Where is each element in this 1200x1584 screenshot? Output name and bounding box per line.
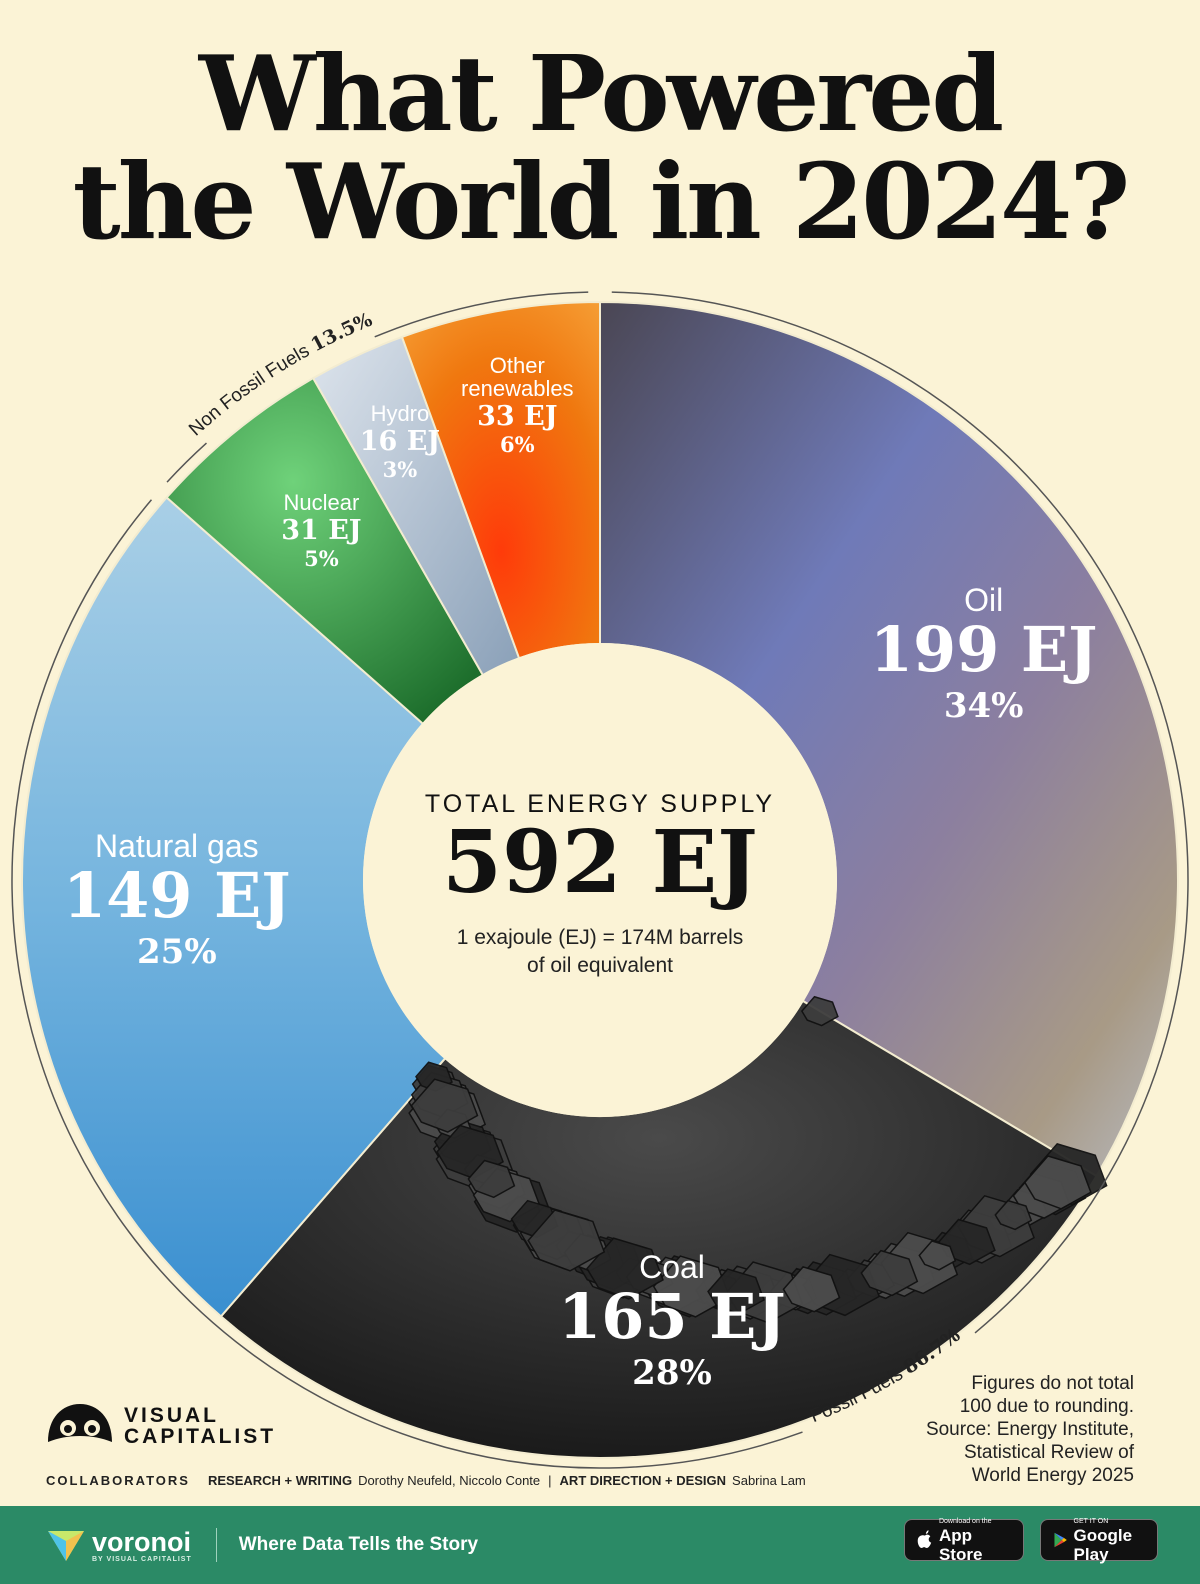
slice-value-oil: 199 EJ xyxy=(870,613,1098,686)
coal-rock-texture xyxy=(994,1199,1033,1231)
slice-value-nuclear: 31 EJ xyxy=(281,515,361,546)
slice-pct-natural-gas: 25% xyxy=(137,932,217,972)
slice-value-other-renewables: 33 EJ xyxy=(477,401,557,432)
slice-label-natural-gas: Natural gas xyxy=(95,828,259,864)
slice-pct-coal: 28% xyxy=(632,1353,712,1393)
slice-label-nuclear: Nuclear xyxy=(284,490,360,515)
coal-rock-texture xyxy=(918,1240,957,1271)
footnote-line-4: Statistical Review of xyxy=(963,1442,1134,1463)
title-line-2: the World in 2024? xyxy=(72,140,1131,263)
logo-line-2: CAPITALIST xyxy=(124,1425,277,1448)
coal-rock-texture xyxy=(410,1078,479,1133)
donut-chart: Non Fossil Fuels 13.5%Fossil Fuels 86.7%… xyxy=(11,291,1189,1469)
donut-slices xyxy=(21,300,1179,1459)
coal-rock-texture xyxy=(1023,1155,1092,1210)
title-line-1: What Powered xyxy=(198,32,1004,155)
slice-label-hydro: Hydro xyxy=(371,401,430,426)
group-bracket-fossil-fuels xyxy=(11,499,803,1469)
footer-bar: voronoi BY VISUAL CAPITALIST Where Data … xyxy=(0,1506,1200,1584)
google-play-small: GET IT ON xyxy=(1073,1517,1109,1525)
visual-capitalist-logo-icon xyxy=(48,1404,112,1442)
coal-rock-texture xyxy=(467,1159,516,1199)
slice-value-hydro: 16 EJ xyxy=(360,426,440,457)
slice-value-natural-gas: 149 EJ xyxy=(63,859,291,932)
google-play-button[interactable]: GET IT ON Google Play xyxy=(1040,1517,1158,1564)
logo-line-1: VISUAL xyxy=(124,1404,220,1427)
credits-design-label: ART DIRECTION + DESIGN xyxy=(559,1473,727,1488)
center-note-line-2: of oil equivalent xyxy=(527,954,673,977)
footnote-line-3: Source: Energy Institute, xyxy=(925,1419,1134,1440)
app-store-button[interactable]: Download on the App Store xyxy=(904,1517,1024,1564)
coal-rock-texture xyxy=(707,1268,765,1315)
credits-research-names: Dorothy Neufeld, Niccolo Conte xyxy=(358,1473,541,1488)
slice-label-other-renewables-2: renewables xyxy=(461,376,574,401)
app-store-small: Download on the xyxy=(938,1517,992,1525)
footnote-line-1: Figures do not total xyxy=(971,1373,1134,1394)
voronoi-brand[interactable]: voronoi BY VISUAL CAPITALIST xyxy=(46,1527,192,1563)
coal-rock-texture xyxy=(527,1209,606,1272)
page-title: What Powered the World in 2024? xyxy=(0,40,1200,256)
voronoi-logo-icon xyxy=(48,1531,84,1561)
credits-design-names: Sabrina Lam xyxy=(732,1473,806,1488)
credits-separator: | xyxy=(548,1473,552,1488)
credits-collaborators: COLLABORATORS xyxy=(46,1473,190,1488)
coal-rock-texture xyxy=(782,1266,841,1313)
slice-pct-hydro: 3% xyxy=(383,457,418,482)
visual-capitalist-logo[interactable]: VISUAL CAPITALIST xyxy=(44,1398,276,1454)
center-total: 592 EJ xyxy=(442,812,758,913)
coal-rock-texture xyxy=(800,995,839,1027)
center-kicker: TOTAL ENERGY SUPPLY xyxy=(425,790,775,818)
footnote-line-2: 100 due to rounding. xyxy=(959,1396,1134,1417)
slice-pct-other-renewables: 6% xyxy=(500,432,535,457)
slice-label-coal: Coal xyxy=(639,1249,705,1285)
donut-hole xyxy=(363,643,837,1117)
coal-rock-texture xyxy=(860,1249,919,1297)
group-label-pct: 13.5% xyxy=(307,309,375,357)
group-bracket-fossil-fuels xyxy=(611,291,1189,1334)
footer-divider xyxy=(215,1528,217,1562)
slice-pct-oil: 34% xyxy=(944,686,1024,726)
footer-tagline: Where Data Tells the Story xyxy=(238,1534,479,1555)
footnote: Figures do not total 100 due to rounding… xyxy=(834,1372,1134,1487)
group-bracket-non-fossil-fuels xyxy=(166,442,207,483)
app-store-big: App Store xyxy=(938,1525,983,1564)
slice-label-other-renewables-1: Other xyxy=(490,353,545,378)
voronoi-name: voronoi xyxy=(92,1526,191,1557)
google-play-icon xyxy=(1054,1532,1067,1548)
voronoi-subtitle: BY VISUAL CAPITALIST xyxy=(92,1555,192,1563)
apple-icon xyxy=(917,1530,932,1548)
slice-pct-nuclear: 5% xyxy=(304,546,339,571)
credits: COLLABORATORS RESEARCH + WRITING Dorothy… xyxy=(46,1473,806,1488)
slice-label-oil: Oil xyxy=(964,582,1003,618)
center-note-line-1: 1 exajoule (EJ) = 174M barrels xyxy=(457,926,744,949)
credits-research-label: RESEARCH + WRITING xyxy=(207,1473,353,1488)
slice-value-coal: 165 EJ xyxy=(558,1280,786,1353)
google-play-big: Google Play xyxy=(1073,1525,1133,1564)
footnote-line-5: World Energy 2025 xyxy=(971,1465,1134,1486)
coal-rock-texture xyxy=(586,1237,664,1300)
group-bracket-non-fossil-fuels xyxy=(374,291,589,338)
